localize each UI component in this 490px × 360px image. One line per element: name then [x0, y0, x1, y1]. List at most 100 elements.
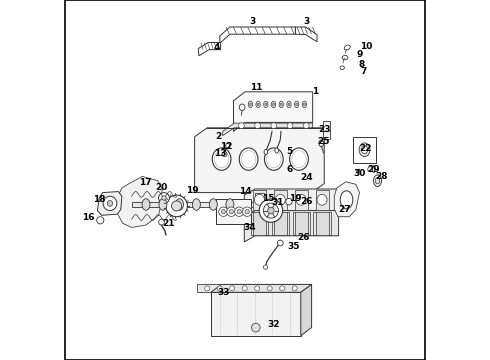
Ellipse shape [159, 193, 170, 203]
Ellipse shape [294, 101, 299, 108]
Bar [353, 137, 376, 163]
Ellipse shape [303, 103, 305, 106]
Ellipse shape [257, 103, 259, 106]
Text: 15: 15 [262, 194, 275, 203]
Ellipse shape [248, 101, 252, 108]
Bar [294, 190, 308, 210]
Text: 11: 11 [250, 83, 263, 92]
Bar [274, 212, 287, 235]
Circle shape [277, 240, 283, 246]
Ellipse shape [267, 150, 281, 168]
Polygon shape [117, 176, 162, 228]
Ellipse shape [296, 194, 306, 205]
Circle shape [222, 152, 227, 157]
Text: 7: 7 [360, 68, 367, 77]
Text: 9: 9 [357, 50, 363, 59]
Polygon shape [245, 189, 339, 217]
Text: 35: 35 [288, 242, 300, 251]
Ellipse shape [288, 103, 290, 106]
Polygon shape [195, 128, 324, 193]
Text: 26: 26 [297, 233, 310, 242]
Bar [132, 202, 259, 207]
Circle shape [303, 123, 309, 129]
Text: 19: 19 [187, 186, 199, 194]
Circle shape [221, 210, 225, 214]
Ellipse shape [263, 203, 278, 218]
Polygon shape [245, 211, 339, 242]
Ellipse shape [239, 104, 245, 111]
Bar [294, 212, 308, 235]
Text: 24: 24 [300, 173, 313, 181]
Ellipse shape [226, 143, 230, 148]
Text: 25: 25 [317, 136, 330, 145]
Ellipse shape [373, 175, 381, 186]
Circle shape [292, 286, 297, 291]
Ellipse shape [107, 201, 113, 206]
Ellipse shape [265, 148, 283, 170]
Text: 16: 16 [82, 213, 95, 222]
Polygon shape [211, 284, 312, 292]
Circle shape [242, 286, 247, 291]
Ellipse shape [296, 103, 297, 106]
Ellipse shape [175, 199, 183, 210]
Text: 34: 34 [243, 223, 256, 232]
Ellipse shape [259, 199, 283, 222]
Ellipse shape [292, 150, 306, 168]
Ellipse shape [265, 103, 267, 106]
Ellipse shape [193, 199, 200, 210]
Circle shape [229, 210, 233, 214]
Ellipse shape [239, 148, 258, 170]
Text: 33: 33 [218, 288, 230, 297]
Bar [255, 193, 265, 202]
Ellipse shape [268, 207, 274, 214]
Ellipse shape [342, 55, 348, 60]
Text: 1: 1 [312, 87, 318, 96]
Bar [316, 212, 328, 235]
Circle shape [237, 210, 242, 214]
Ellipse shape [256, 101, 260, 108]
Text: 20: 20 [155, 183, 168, 192]
Text: 26: 26 [301, 197, 313, 206]
Circle shape [267, 286, 272, 291]
Ellipse shape [212, 148, 231, 170]
Circle shape [368, 167, 373, 172]
Polygon shape [334, 182, 360, 217]
Ellipse shape [271, 101, 276, 108]
Ellipse shape [254, 194, 265, 205]
Ellipse shape [302, 101, 307, 108]
Circle shape [219, 207, 228, 216]
Ellipse shape [172, 201, 182, 211]
Circle shape [97, 217, 104, 224]
Bar [216, 199, 251, 224]
Ellipse shape [361, 146, 368, 154]
Circle shape [287, 123, 293, 129]
Circle shape [263, 265, 268, 269]
Ellipse shape [340, 66, 344, 69]
Circle shape [271, 123, 277, 129]
Polygon shape [98, 192, 122, 215]
Text: 14: 14 [239, 187, 251, 196]
Circle shape [243, 207, 252, 216]
Ellipse shape [275, 148, 278, 153]
Ellipse shape [103, 196, 117, 211]
Circle shape [159, 219, 164, 225]
Ellipse shape [264, 149, 268, 154]
Text: 22: 22 [359, 144, 372, 153]
Text: 10: 10 [360, 42, 372, 51]
Circle shape [255, 286, 260, 291]
Polygon shape [198, 42, 220, 56]
Polygon shape [295, 27, 317, 42]
Ellipse shape [249, 103, 251, 106]
Text: 28: 28 [375, 172, 387, 181]
Ellipse shape [344, 45, 350, 50]
Text: 5: 5 [286, 147, 293, 156]
Text: 4: 4 [214, 43, 220, 52]
Text: 3: 3 [304, 17, 310, 26]
Ellipse shape [359, 143, 370, 157]
Circle shape [217, 286, 222, 291]
Text: 31: 31 [271, 198, 284, 207]
Ellipse shape [290, 148, 308, 170]
Text: 18: 18 [93, 195, 105, 204]
Bar [211, 292, 301, 336]
Ellipse shape [275, 194, 285, 205]
